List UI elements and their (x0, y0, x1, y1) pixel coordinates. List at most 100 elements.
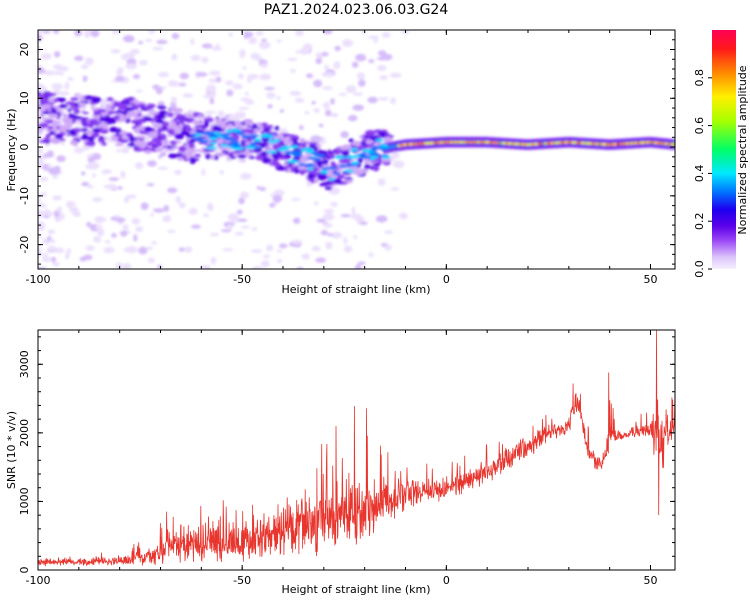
signal-blob (272, 143, 281, 148)
streak-blob (236, 132, 246, 136)
noise-blob (375, 215, 388, 223)
noise-blob (259, 73, 271, 81)
streak-blob (219, 143, 229, 147)
noise-blob (50, 71, 62, 75)
noise-blob (324, 64, 329, 71)
signal-blob (314, 178, 319, 184)
signal-blob (292, 138, 298, 143)
streak-blob (379, 147, 390, 151)
signal-blob (84, 95, 93, 101)
signal-blob (48, 98, 55, 103)
noise-blob (357, 261, 366, 265)
noise-blob (55, 247, 65, 254)
signal-blob (176, 157, 184, 161)
streak-blob (209, 141, 217, 145)
signal-blob (163, 143, 168, 147)
signal-blob (38, 93, 45, 98)
noise-blob (287, 57, 298, 61)
streak-blob (200, 139, 210, 143)
noise-blob (135, 226, 144, 233)
noise-blob (355, 53, 367, 62)
signal-blob (120, 110, 129, 115)
signal-blob (74, 102, 80, 107)
noise-blob (378, 97, 389, 101)
noise-blob (228, 32, 233, 37)
x-tick-label: 50 (644, 574, 658, 587)
noise-blob (220, 229, 232, 233)
noise-blob (92, 152, 102, 161)
track-peak (458, 140, 463, 144)
noise-blob (390, 97, 396, 105)
signal-blob (237, 154, 247, 159)
signal-blob (101, 142, 107, 146)
noise-blob (392, 160, 405, 169)
noise-blob (126, 194, 137, 199)
streak-blob (208, 136, 218, 140)
noise-blob (120, 146, 130, 154)
track-peak (572, 141, 578, 144)
noise-blob (126, 245, 138, 254)
signal-blob (301, 169, 310, 173)
noise-blob (389, 72, 402, 78)
noise-blob (208, 78, 218, 83)
noise-blob (378, 50, 387, 57)
signal-blob (205, 153, 212, 160)
noise-blob (295, 50, 302, 54)
noise-blob (240, 97, 251, 102)
y-tick-label: -20 (18, 236, 31, 254)
noise-blob (260, 63, 268, 69)
streak-blob (268, 140, 277, 144)
colorbar-tick-label: 0.0 (693, 260, 706, 278)
noise-blob (255, 31, 264, 36)
streak-blob (379, 144, 389, 148)
noise-blob (240, 172, 252, 180)
signal-blob (284, 136, 292, 140)
streak-blob (328, 177, 335, 181)
signal-blob (110, 106, 116, 110)
colorbar-tick-label: 0.2 (693, 212, 706, 230)
noise-blob (94, 215, 104, 223)
track-peak (515, 142, 520, 146)
signal-blob (209, 155, 216, 158)
noise-blob (87, 161, 100, 170)
noise-blob (343, 236, 348, 245)
noise-blob (130, 48, 140, 55)
noise-blob (58, 213, 65, 220)
x-tick-label: -100 (26, 574, 51, 587)
streak-blob (281, 145, 292, 149)
noise-blob (367, 96, 378, 104)
noise-blob (191, 224, 201, 229)
signal-blob (103, 115, 111, 122)
noise-blob (115, 262, 123, 269)
colorbar-label: Normalized spectral amplitude (736, 65, 749, 234)
noise-blob (352, 92, 364, 96)
colorbar: 0.0 0.2 0.4 0.6 0.8 Normalized spectral ampl… (693, 30, 749, 278)
streak-blob (319, 170, 329, 174)
noise-blob (166, 229, 177, 233)
colorbar-tick-label: 0.4 (693, 165, 706, 183)
signal-blob (38, 122, 49, 129)
noise-blob (51, 83, 63, 90)
signal-blob (297, 165, 306, 170)
signal-blob (167, 128, 175, 135)
signal-blob (261, 157, 272, 164)
noise-blob (136, 89, 143, 93)
noise-blob (162, 215, 172, 223)
noise-blob (210, 232, 219, 237)
signal-blob (51, 121, 58, 125)
noise-blob (103, 246, 115, 254)
signal-blob (233, 150, 241, 154)
snr-plot-area (38, 330, 675, 567)
noise-blob (67, 76, 74, 81)
streak-blob (274, 138, 281, 142)
noise-blob (325, 71, 334, 78)
colorbar-gradient (712, 30, 736, 269)
noise-blob (320, 229, 328, 236)
noise-blob (278, 243, 288, 249)
streak-blob (367, 152, 380, 156)
noise-blob (64, 82, 70, 90)
noise-blob (381, 32, 391, 38)
signal-blob (317, 174, 327, 181)
signal-blob (344, 177, 353, 180)
noise-blob (242, 66, 247, 70)
